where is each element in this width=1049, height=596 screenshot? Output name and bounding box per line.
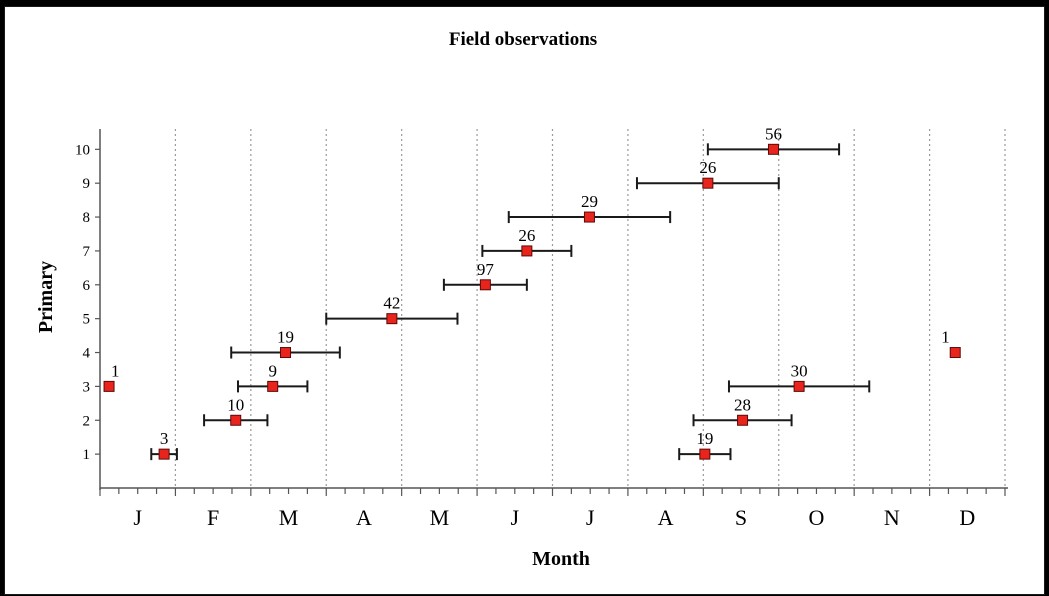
data-point [702,177,714,189]
data-label: 3 [160,429,169,448]
data-label: 9 [268,361,277,380]
y-tick-label: 6 [83,278,91,294]
x-tick-label: J [586,505,595,530]
data-label: 29 [581,192,598,211]
y-tick-label: 2 [83,413,91,429]
y-tick-label: 10 [75,142,90,158]
data-points [103,143,961,460]
error-bars [150,143,871,461]
data-point [103,380,115,392]
y-tick-label: 7 [83,244,91,260]
x-tick-label: A [658,505,674,530]
y-tick-label: 5 [83,312,91,328]
data-point [521,245,533,257]
data-point [386,313,398,325]
data-label: 28 [734,395,751,414]
data-point [699,448,711,460]
data-point [230,414,242,426]
data-point [793,380,805,392]
data-label: 19 [696,429,713,448]
data-point [767,143,779,155]
data-point [737,414,749,426]
data-point [949,347,961,359]
data-label: 30 [791,361,808,380]
data-point [479,279,491,291]
data-label: 56 [765,124,782,143]
x-tick-label: M [430,505,450,530]
y-tick-label: 3 [83,379,91,395]
x-tick-label: F [207,505,219,530]
data-label: 19 [277,328,294,347]
y-tick-label: 4 [83,346,91,362]
data-label: 42 [383,294,400,313]
data-label: 97 [477,260,495,279]
x-tick-label: J [133,505,142,530]
grid-lines [174,129,1006,488]
data-point [583,211,595,223]
x-tick-label: A [356,505,372,530]
data-label: 26 [699,158,716,177]
x-tick-label: S [735,505,747,530]
data-point [267,380,279,392]
y-tick-label: 8 [83,210,91,226]
x-tick-label: J [511,505,520,530]
data-label: 1 [941,328,950,347]
data-label: 1 [111,361,120,380]
x-tick-label: O [809,505,825,530]
x-tick-label: D [959,505,975,530]
x-axis-title: Month [532,548,590,570]
y-tick-labels: 1 2 3 4 5 6 7 8 9 10 [75,142,91,463]
data-point [158,448,170,460]
x-tick-label: N [884,505,900,530]
x-tick-label: M [279,505,299,530]
chart-title: Field observations [449,29,597,50]
data-label: 26 [518,226,535,245]
y-tick-label: 1 [83,447,91,463]
y-axis-title: Primary [35,261,57,333]
data-label: 10 [227,395,244,414]
axes [95,129,1008,496]
y-tick-label: 9 [83,176,91,192]
data-point [280,347,292,359]
